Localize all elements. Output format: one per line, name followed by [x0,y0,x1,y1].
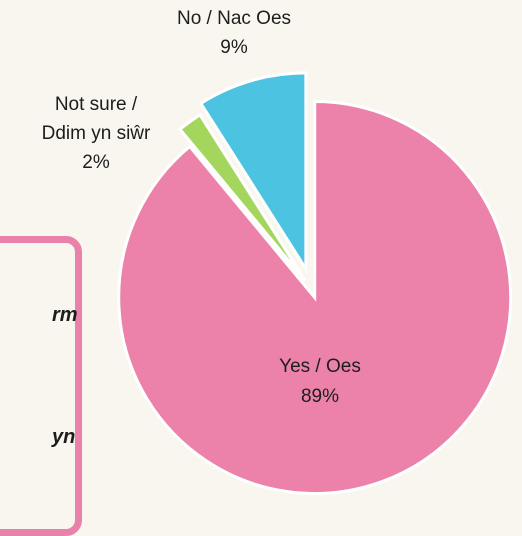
slice-label-no: No / Nac Oes [177,8,291,29]
slice-label-yes: Yes / Oes [279,356,361,377]
pie-slice-yes [117,100,513,496]
slice-label-notsure-1: Not sure / [55,94,138,115]
legend-fragment-1: rm [52,304,78,326]
legend-fragment-2: yn [52,426,76,448]
pie-slice-notsure [177,112,307,282]
slice-value-yes: 89% [301,386,339,407]
slice-value-notsure: 2% [82,152,110,173]
slice-value-no: 9% [220,37,248,58]
pie-chart: Yes / Oes 89% Not sure / Ddim yn siŵr 2%… [42,8,513,496]
slice-label-notsure-2: Ddim yn siŵr [42,123,151,144]
pie-slice-no [198,71,308,275]
